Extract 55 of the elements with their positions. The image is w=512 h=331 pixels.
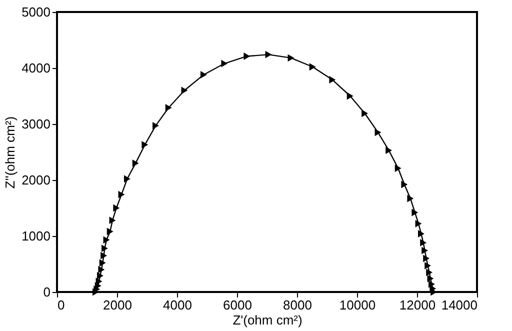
point	[132, 159, 139, 167]
point	[427, 274, 434, 282]
point	[118, 190, 125, 198]
y-tick-label: 4000	[22, 60, 50, 76]
point	[309, 63, 316, 71]
point	[181, 86, 188, 94]
x-tick-label: 2000	[103, 298, 132, 312]
point	[109, 216, 116, 224]
point	[394, 164, 402, 172]
point	[124, 175, 130, 183]
y-tick-label: 0	[43, 284, 50, 300]
x-tick-label: 6000	[223, 298, 252, 312]
x-tick-label: 0	[58, 298, 65, 312]
point	[113, 204, 120, 212]
y-tick-label: 3000	[22, 116, 50, 132]
point	[374, 128, 382, 136]
point	[288, 54, 294, 62]
y-axis-title: Z''(ohm cm²)	[2, 116, 18, 189]
y-tick-label: 1000	[22, 228, 50, 244]
point	[401, 180, 408, 188]
y-tick-label: 5000	[22, 4, 50, 20]
point	[103, 236, 110, 244]
y-tick-label: 2000	[22, 172, 50, 188]
x-tick-label: 14000	[441, 298, 478, 312]
point	[423, 254, 430, 262]
point	[165, 104, 172, 112]
point	[106, 228, 114, 236]
point	[152, 122, 159, 130]
point	[422, 246, 428, 254]
point	[412, 208, 418, 216]
point	[415, 220, 422, 228]
point	[98, 266, 105, 274]
point	[418, 230, 424, 238]
x-axis-title: Z'(ohm cm²)	[232, 312, 302, 328]
point	[329, 76, 336, 84]
point	[244, 52, 250, 60]
point	[200, 71, 207, 78]
point	[96, 272, 104, 280]
point	[100, 252, 108, 260]
point	[265, 50, 272, 58]
point	[424, 262, 432, 270]
point	[420, 239, 427, 246]
point	[362, 110, 368, 118]
point	[142, 141, 148, 148]
x-tick-label: 12000	[399, 298, 436, 312]
point	[426, 268, 433, 276]
point	[221, 60, 228, 68]
point	[346, 92, 354, 100]
point	[386, 146, 392, 154]
point	[407, 194, 414, 202]
x-tick-label: 4000	[163, 298, 192, 312]
point	[99, 259, 106, 267]
point	[101, 244, 108, 252]
x-tick-label: 10000	[339, 298, 376, 312]
x-tick-label: 8000	[283, 298, 312, 312]
